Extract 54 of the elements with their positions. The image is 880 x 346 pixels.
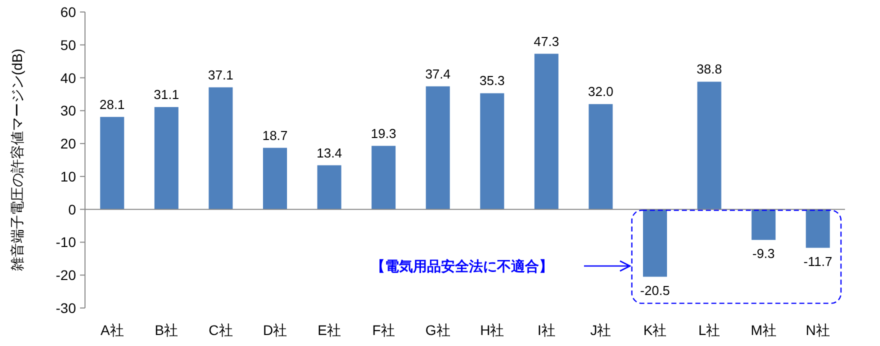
x-tick-label: N社 [806,322,830,338]
x-tick-label: L社 [698,322,720,338]
data-label: 18.7 [262,128,288,143]
y-tick-label: -10 [56,234,76,250]
y-tick-label: -20 [56,267,76,284]
data-label: -9.3 [752,246,775,261]
data-label: 38.8 [696,62,722,77]
data-label: 37.4 [425,66,451,82]
bar [588,104,613,210]
y-tick-label: 10 [60,168,76,184]
bar [154,107,178,210]
bar [208,87,233,210]
data-label: -20.5 [640,282,670,298]
x-tick-label: C社 [208,322,233,338]
bar [100,116,124,210]
y-tick-label: 40 [60,70,76,86]
y-tick-label: 0 [68,201,76,218]
x-tick-label: E社 [318,322,341,338]
bar [752,209,776,240]
data-label: 19.3 [370,126,396,141]
data-label: 35.3 [479,73,505,88]
data-label: 37.1 [208,67,234,82]
x-tick-label: B社 [154,322,178,338]
bar [806,209,830,248]
data-label: 32.0 [588,84,614,100]
x-tick-label: F社 [372,322,395,338]
x-tick-label: H社 [480,322,504,338]
bar [697,82,722,210]
y-tick-label: 20 [60,136,76,152]
x-tick-label: J社 [590,322,612,338]
y-axis-title: 雑音端子電圧の許容値マージン(dB) [9,48,25,272]
y-tick-label: 30 [60,102,76,119]
y-tick-label: 60 [60,4,76,20]
x-tick-label: M社 [750,322,776,338]
data-label: 47.3 [534,34,560,49]
x-tick-label: G社 [425,322,450,338]
data-label: 28.1 [99,96,125,112]
y-tick-label: 50 [60,36,76,53]
bar [372,146,396,210]
data-label: 31.1 [154,87,180,102]
bar [534,54,558,210]
x-tick-label: A社 [100,322,124,338]
annotation: 【電気用品安全法に不適合】 [371,258,553,274]
bar [426,86,450,210]
y-tick-label: -30 [56,300,76,316]
x-tick-label: D社 [262,322,288,338]
x-tick-label: K社 [643,322,667,338]
data-label: 13.4 [316,145,342,160]
x-tick-label: I社 [537,322,556,338]
bar [263,148,287,210]
data-label: -11.7 [804,254,832,269]
bar [317,165,342,210]
bar [480,93,504,210]
bar [643,209,667,277]
